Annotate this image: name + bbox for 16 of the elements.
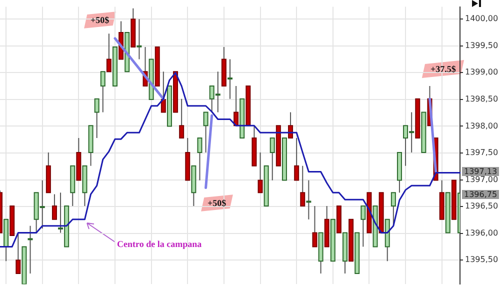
annotation: +50$: [208, 198, 226, 208]
annotation: Centro de la campana: [117, 239, 202, 249]
annotation: +50$: [90, 15, 110, 25]
y-tick-label: 1399,50: [465, 40, 498, 50]
y-tick-label: 1396,00: [465, 228, 498, 238]
text: 1397,13: [462, 167, 500, 176]
y-tick-label: 1399,00: [465, 68, 498, 77]
y-tick-label: 1397,00: [465, 174, 498, 184]
y-tick-label: 1397,50: [465, 148, 498, 158]
y-tick-label: 1398,00: [465, 121, 498, 130]
y-tick-label: 1400,00: [465, 14, 498, 24]
y-tick-label: 1395,50: [465, 255, 498, 264]
y-tick-label: 1398,50: [465, 94, 498, 104]
annotation: +37.5$: [430, 64, 456, 74]
y-tick-label: 1396,50: [465, 202, 498, 211]
text: 1396,75: [462, 190, 500, 199]
